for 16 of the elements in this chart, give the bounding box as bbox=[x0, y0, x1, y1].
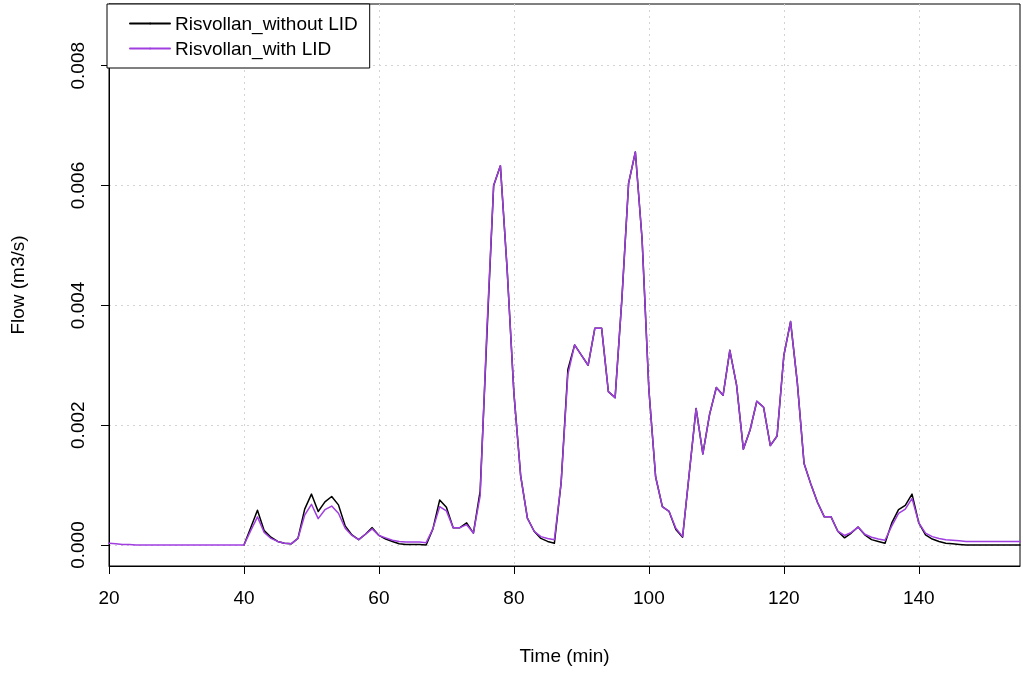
legend-label: Risvollan_without LID bbox=[175, 13, 358, 35]
x-tick-label: 140 bbox=[902, 587, 935, 608]
y-tick-label: 0.004 bbox=[67, 281, 88, 330]
x-tick-label: 40 bbox=[233, 587, 255, 608]
x-tick-label: 100 bbox=[633, 587, 665, 608]
x-tick-label: 120 bbox=[767, 587, 800, 608]
y-tick-label: 0.002 bbox=[67, 401, 88, 449]
y-tick-label: 0.006 bbox=[67, 161, 88, 210]
x-tick-label: 60 bbox=[368, 587, 390, 608]
legend-label: Risvollan_with LID bbox=[175, 38, 332, 60]
x-tick-label: 80 bbox=[503, 587, 525, 608]
y-tick-label: 0.000 bbox=[67, 521, 88, 569]
x-axis-title: Time (min) bbox=[519, 645, 610, 666]
x-tick-label: 20 bbox=[98, 587, 120, 608]
y-axis-title: Flow (m3/s) bbox=[7, 235, 28, 335]
y-tick-label: 0.008 bbox=[67, 41, 88, 90]
